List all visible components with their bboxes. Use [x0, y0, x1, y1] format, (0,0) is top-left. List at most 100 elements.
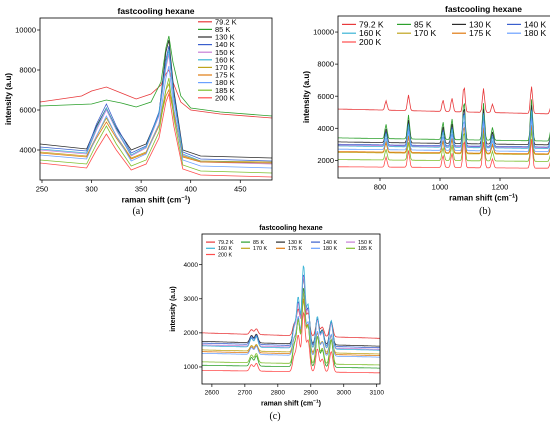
x-axis-label: raman shift (cm−1): [449, 194, 518, 203]
y-tick-label: 2000: [317, 156, 334, 165]
x-tick-label: 3100: [369, 390, 384, 397]
series-line-180-K: [40, 65, 272, 169]
legend-entry-label: 175 K: [288, 246, 302, 252]
legend-entry-label: 140 K: [215, 40, 235, 49]
legend-entry-label: 150 K: [358, 240, 372, 246]
series-line-160-K: [338, 111, 550, 149]
x-tick-label: 2900: [304, 390, 319, 397]
x-tick-label: 1200: [492, 183, 509, 192]
legend-entry-label: 160 K: [359, 28, 382, 38]
x-axis-label-main: raman shift (cm: [261, 401, 313, 408]
y-tick-label: 2000: [184, 330, 199, 337]
x-tick-label: 2600: [205, 390, 220, 397]
series-group: [338, 86, 550, 169]
legend-entry-label: 180 K: [323, 246, 337, 252]
x-axis-label-end: ): [515, 194, 518, 203]
series-line-185-K: [40, 77, 272, 174]
panel-caption: (c): [269, 411, 280, 422]
y-axis-label: intensity (a.u): [4, 73, 13, 125]
series-line-130-K: [338, 105, 550, 146]
series-line-200-K: [202, 311, 380, 374]
legend-entry-label: 130 K: [215, 33, 235, 42]
chart-panel-1: 250 300 350 400 450 4000 6000 8000 10000 fastcool…: [4, 6, 273, 217]
series-line-85-K: [40, 35, 272, 117]
legend-entry-label: 79.2 K: [218, 240, 234, 246]
x-tick-label: 2700: [238, 390, 253, 397]
y-tick-label: 8000: [19, 66, 36, 75]
legend-entry-label: 79.2 K: [359, 19, 384, 29]
y-tick-label: 3000: [184, 296, 199, 303]
x-tick-label: 300: [85, 185, 98, 194]
x-axis-label-end: ): [319, 401, 321, 408]
series-line-180-K: [338, 118, 550, 152]
series-group: [40, 35, 272, 178]
series-line-200-K: [338, 139, 550, 169]
legend-entry-label: 185 K: [215, 86, 235, 95]
x-tick-label: 800: [374, 183, 387, 192]
legend-entry-label: 140 K: [323, 240, 337, 246]
x-axis-label-main: raman shift (cm: [122, 196, 182, 205]
plot-frame: [39, 17, 273, 181]
legend-entry-label: 200 K: [215, 93, 235, 102]
legend-entry-label: 170 K: [414, 28, 437, 38]
legend-entry-label: 185 K: [358, 246, 372, 252]
legend-entry-label: 170 K: [253, 246, 267, 252]
y-tick-label: 10000: [313, 28, 334, 37]
series-line-160-K: [202, 265, 380, 351]
legend-entry-label: 160 K: [218, 246, 232, 252]
y-tick-label: 4000: [317, 124, 334, 133]
chart-title: fastcooling hexane: [118, 6, 195, 16]
chart-panel-3: 2600 2700 2800 2900 3000 3100 1000 2000 3000 4000…: [170, 225, 384, 422]
legend-entry-label: 160 K: [215, 55, 235, 64]
series-line-160-K: [40, 49, 272, 164]
x-axis-label-sup: −1: [509, 194, 515, 200]
x-axis-label: raman shift (cm−1): [261, 399, 321, 408]
x-axis-label-sup: −1: [181, 196, 187, 202]
y-tick-label: 6000: [19, 106, 36, 115]
series-line-85-K: [338, 99, 550, 142]
legend-entry-label: 175 K: [215, 71, 235, 80]
legend-entry-label: 140 K: [524, 19, 547, 29]
x-axis-label: raman shift (cm−1): [122, 196, 191, 205]
legend-entry-label: 130 K: [469, 19, 492, 29]
legend-entry-label: 150 K: [215, 48, 235, 57]
chart-title: fastcooling hexane: [259, 225, 323, 232]
legend: 79.2 K 85 K 130 K 140 K 150 K 160 K 170 K 175 K…: [206, 240, 372, 258]
legend-entry-label: 180 K: [215, 78, 235, 87]
y-tick-label: 4000: [19, 146, 36, 155]
series-line-130-K: [40, 39, 272, 159]
legend-entry-label: 85 K: [253, 240, 264, 246]
y-tick-label: 1000: [184, 364, 199, 371]
x-tick-label: 400: [184, 185, 197, 194]
series-group: [202, 265, 380, 374]
series-line-185-K: [202, 292, 380, 366]
x-tick-label: 450: [234, 185, 247, 194]
y-tick-label: 6000: [317, 92, 334, 101]
series-line-79-2-K: [202, 291, 380, 339]
y-tick-label: 8000: [317, 60, 334, 69]
x-tick-label: 250: [36, 185, 49, 194]
plot-frame: [201, 233, 381, 385]
x-tick-label: 1000: [432, 183, 449, 192]
chart-title: fastcooling hexane: [445, 4, 522, 14]
x-tick-label: 2800: [271, 390, 286, 397]
legend-entry-label: 130 K: [288, 240, 302, 246]
plot-frame: [337, 15, 550, 179]
series-line-140-K: [202, 274, 380, 349]
series-line-79-2-K: [40, 69, 272, 119]
x-axis-label-main: raman shift (cm: [449, 194, 509, 203]
legend-entry-label: 200 K: [218, 252, 232, 258]
series-line-150-K: [202, 276, 380, 350]
legend-entry-label: 170 K: [215, 63, 235, 72]
legend-entry-label: 85 K: [215, 25, 230, 34]
panel-caption: (a): [132, 206, 143, 217]
y-axis-label: intensity (a.u): [302, 71, 311, 123]
panel-caption: (b): [479, 206, 491, 217]
series-line-170-K: [202, 299, 380, 355]
x-tick-label: 3000: [337, 390, 352, 397]
x-tick-label: 350: [135, 185, 148, 194]
legend-entry-label: 180 K: [524, 28, 547, 38]
legend-entry-label: 79.2 K: [215, 17, 237, 26]
